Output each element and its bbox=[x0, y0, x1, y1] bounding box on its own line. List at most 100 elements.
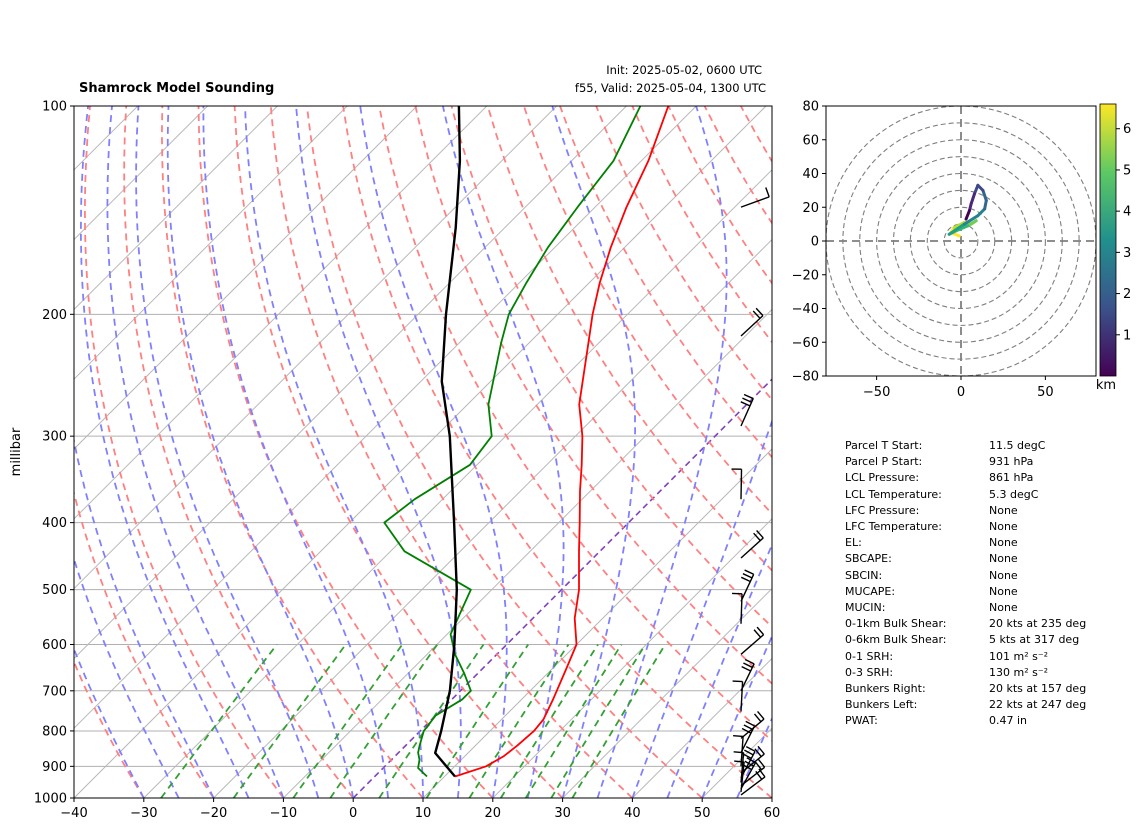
mixing-ratio-line bbox=[571, 644, 667, 798]
stat-value: 5.3 degC bbox=[989, 487, 1039, 501]
y-tick-label: 200 bbox=[42, 308, 67, 323]
stat-value: 20 kts at 235 deg bbox=[989, 617, 1087, 631]
colorbar-tick-label: 3 bbox=[1123, 246, 1131, 261]
stat-row: MUCAPE: None bbox=[845, 584, 1105, 600]
x-tick-label: −40 bbox=[60, 806, 87, 821]
sounding-parameters: Parcel T Start: 11.5 degC Parcel P Start: 9… bbox=[845, 438, 1105, 730]
moist-adiabat bbox=[166, 106, 355, 798]
isotherm bbox=[74, 106, 208, 241]
y-tick-label: 900 bbox=[42, 760, 67, 775]
y-tick-label: 700 bbox=[42, 684, 67, 699]
stat-row: 0-1 SRH: 101 m² s⁻² bbox=[845, 649, 1105, 665]
wind-barb bbox=[740, 626, 765, 655]
colorbar-tick-label: 2 bbox=[1123, 287, 1131, 302]
hodograph-segment bbox=[973, 183, 980, 196]
stat-row: Bunkers Left: 22 kts at 247 deg bbox=[845, 697, 1105, 713]
stat-row: Bunkers Right: 20 kts at 157 deg bbox=[845, 681, 1105, 697]
hodograph-plot: −50 0 50 80 60 40 20 0 −20 −40 −60 −80 1 2 3 4 5 6 km bbox=[792, 100, 1132, 401]
stat-label: LCL Pressure: bbox=[845, 471, 920, 485]
moist-adiabat bbox=[74, 556, 180, 798]
colorbar-tick-label: 6 bbox=[1123, 122, 1131, 137]
moist-adiabat bbox=[631, 418, 772, 798]
range-ring bbox=[926, 206, 996, 276]
moist-adiabat bbox=[551, 106, 636, 798]
hodo-y-tick-label: −80 bbox=[792, 370, 819, 385]
stat-row: 0-1km Bulk Shear: 20 kts at 235 deg bbox=[845, 616, 1105, 632]
isotherm bbox=[74, 106, 278, 311]
stat-label: 0-6km Bulk Shear: bbox=[845, 633, 947, 647]
x-tick-label: 10 bbox=[415, 806, 432, 821]
mixing-ratio-line bbox=[525, 644, 623, 798]
hodo-y-tick-label: 20 bbox=[802, 201, 819, 216]
wind-barb bbox=[733, 751, 745, 783]
stat-value: 22 kts at 247 deg bbox=[989, 698, 1087, 712]
x-tick-label: 0 bbox=[349, 806, 357, 821]
hodo-y-tick-label: −20 bbox=[792, 268, 819, 283]
stat-value: 5 kts at 317 deg bbox=[989, 633, 1080, 647]
hodograph-segment bbox=[966, 219, 978, 228]
valid-time: f55, Valid: 2025-05-04, 1300 UTC bbox=[575, 81, 766, 95]
y-tick-label: 100 bbox=[42, 100, 67, 115]
hodograph-segment bbox=[976, 207, 987, 218]
y-tick-label: 500 bbox=[42, 583, 67, 598]
stat-value: None bbox=[989, 520, 1018, 534]
stat-label: Parcel P Start: bbox=[845, 455, 923, 469]
range-ring bbox=[876, 156, 1046, 326]
colorbar-tick-label: 1 bbox=[1123, 328, 1131, 343]
mixing-ratio-line bbox=[378, 643, 485, 798]
isotherm bbox=[74, 106, 627, 660]
colorbar-label: km bbox=[1096, 378, 1116, 393]
moist-adiabat bbox=[442, 106, 565, 798]
moist-adiabat bbox=[295, 106, 462, 798]
stat-row: SBCAPE: None bbox=[845, 551, 1105, 567]
wind-barb bbox=[740, 569, 755, 602]
moist-adiabat bbox=[80, 106, 250, 798]
hodo-y-tick-label: −40 bbox=[792, 302, 819, 317]
dry-adiabat bbox=[269, 106, 634, 798]
stat-row: EL: None bbox=[845, 535, 1105, 551]
stat-row: PWAT: 0.47 in bbox=[845, 713, 1105, 729]
stat-value: 101 m² s⁻² bbox=[989, 649, 1049, 663]
mixing-ratio-line bbox=[425, 643, 529, 798]
y-tick-label: 1000 bbox=[34, 792, 67, 807]
stat-label: 0-1km Bulk Shear: bbox=[845, 617, 947, 631]
isotherm bbox=[562, 587, 772, 798]
y-tick-label: 400 bbox=[42, 516, 67, 531]
isotherm bbox=[283, 308, 772, 798]
stat-label: MUCIN: bbox=[845, 601, 886, 615]
stat-label: MUCAPE: bbox=[845, 584, 896, 598]
colorbar bbox=[1099, 103, 1117, 377]
x-tick-label: 30 bbox=[554, 806, 571, 821]
stat-value: None bbox=[989, 601, 1018, 615]
y-tick-label: 800 bbox=[42, 724, 67, 739]
stat-label: EL: bbox=[845, 536, 862, 550]
stat-row: 0-6km Bulk Shear: 5 kts at 317 deg bbox=[845, 632, 1105, 648]
stat-value: 11.5 degC bbox=[989, 439, 1046, 452]
moist-adiabat bbox=[701, 634, 772, 798]
stat-label: LFC Pressure: bbox=[845, 503, 920, 517]
hodo-x-tick-label: −50 bbox=[863, 385, 890, 400]
wind-barb bbox=[740, 530, 764, 559]
hodo-y-tick-label: −60 bbox=[792, 336, 819, 351]
hodo-x-tick-label: 0 bbox=[957, 385, 965, 400]
stat-row: LCL Temperature: 5.3 degC bbox=[845, 487, 1105, 503]
moist-adiabat bbox=[135, 106, 320, 798]
wind-barb bbox=[731, 468, 743, 500]
mixing-ratio-line bbox=[468, 643, 570, 798]
parcel-trace bbox=[434, 106, 462, 778]
isotherm bbox=[74, 106, 557, 590]
wind-barb bbox=[734, 760, 745, 793]
wind-barb bbox=[732, 592, 743, 624]
hodograph-segment bbox=[952, 222, 966, 233]
stat-value: 931 hPa bbox=[989, 455, 1034, 469]
hodo-y-tick-label: 0 bbox=[811, 235, 819, 250]
dry-adiabat bbox=[378, 106, 772, 742]
x-tick-label: 20 bbox=[485, 806, 502, 821]
x-tick-label: 60 bbox=[764, 806, 781, 821]
hodograph-segment bbox=[964, 209, 971, 221]
isotherm bbox=[143, 169, 772, 798]
stat-label: LCL Temperature: bbox=[845, 487, 942, 501]
isotherm bbox=[422, 448, 772, 798]
dry-adiabat bbox=[74, 490, 215, 798]
x-tick-label: −30 bbox=[130, 806, 157, 821]
